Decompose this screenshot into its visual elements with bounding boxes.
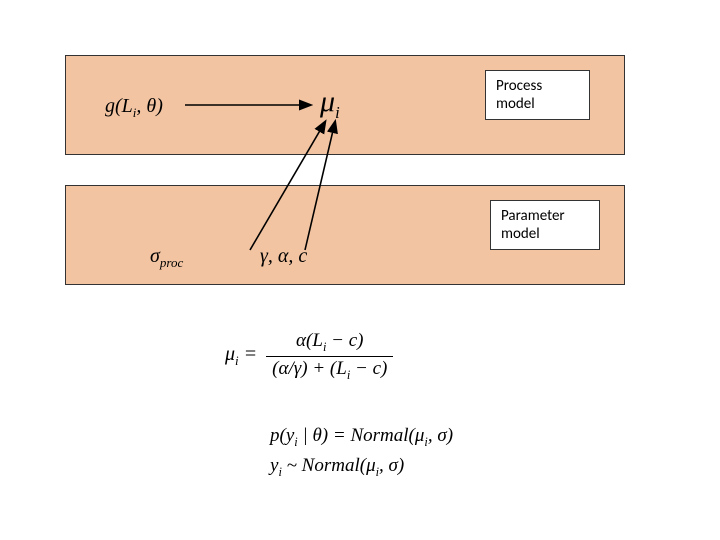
equation-distribution: yi ~ Normal(μi, σ) [270, 455, 404, 480]
math-gamma-alpha-c: γ, α, c [260, 245, 307, 268]
equation-mu-definition: μi = α(Li − c) (α/γ) + (Li − c) [225, 330, 393, 383]
parameter-model-label: Parameter model [490, 200, 600, 250]
math-sigma-proc: σproc [150, 245, 183, 271]
equation-likelihood: p(yi | θ) = Normal(μi, σ) [270, 425, 453, 450]
math-g-L-theta: g(Li, θ) [105, 95, 163, 121]
math-mu-i: μi [320, 85, 340, 123]
process-model-label: Process model [485, 70, 590, 120]
